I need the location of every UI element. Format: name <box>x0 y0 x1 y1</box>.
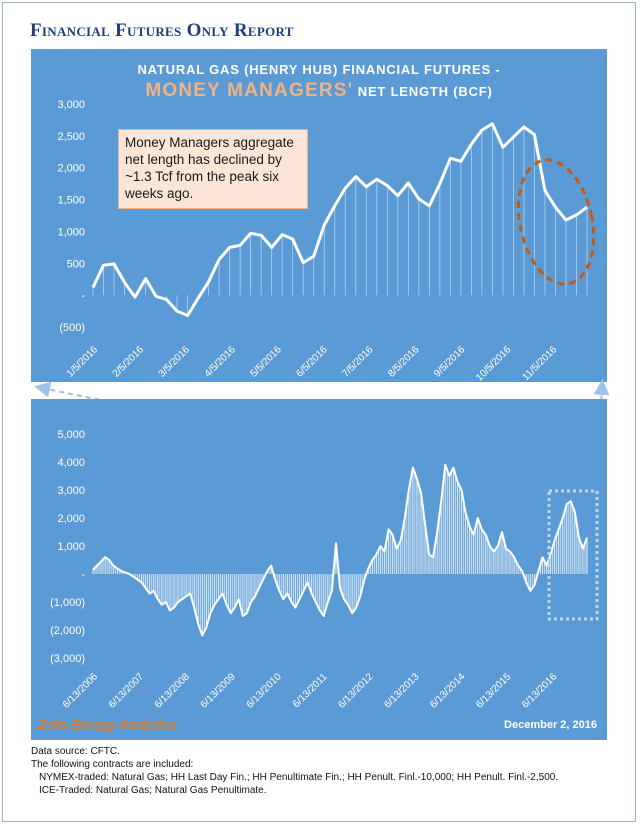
money-managers-chart-panel: NATURAL GAS (HENRY HUB) FINANCIAL FUTURE… <box>31 49 607 384</box>
chart1-y-tick: 3,000 <box>57 99 85 111</box>
notes-block: Data source: CFTC. The following contrac… <box>31 745 558 797</box>
chart2-x-tick: 6/13/2009 <box>199 671 239 711</box>
notes-source: Data source: CFTC. <box>31 746 120 757</box>
chart1-y-tick: 2,500 <box>57 131 85 143</box>
chart2-y-tick: (3,000) <box>50 653 85 665</box>
chart2-y-tick: (1,000) <box>50 597 85 609</box>
chart1-y-tick: 2,000 <box>57 163 85 175</box>
chart2-x-tick: 6/13/2010 <box>245 671 285 711</box>
chart1-y-tick: 1,000 <box>57 226 85 238</box>
chart2-x-tick: 6/13/2008 <box>153 671 193 711</box>
chart2-series-line <box>92 463 588 637</box>
chart1-svg: 3,0002,5002,0001,5001,000500-(500)1/5/20… <box>57 99 596 384</box>
report-date: December 2, 2016 <box>504 719 597 731</box>
chart2-y-tick: (2,000) <box>50 625 85 637</box>
chart2-y-tick: 5,000 <box>57 429 85 441</box>
chart1-y-tick: 1,500 <box>57 195 85 207</box>
chart2-x-tick: 6/13/2013 <box>382 671 422 711</box>
chart2-x-tick: 6/13/2007 <box>107 671 147 711</box>
chart2-svg: 5,000 4,000 3,000 2,000 1,000 - (1,000) (2,000)… <box>50 429 599 711</box>
chart2-y-tick: - <box>81 569 85 581</box>
chart1-y-tick: 500 <box>67 258 85 270</box>
zoom-box <box>547 489 599 621</box>
chart2-x-tick: 6/13/2014 <box>428 671 468 711</box>
chart2-x-tick: 6/13/2012 <box>336 671 376 711</box>
highlight-ellipse <box>516 158 596 286</box>
historical-chart-panel: 5,000 4,000 3,000 2,000 1,000 - (1,000) (2,000)… <box>31 399 607 740</box>
chart2-y-tick: 1,000 <box>57 541 85 553</box>
chart1-series-line <box>91 122 588 317</box>
chart1-annotation: Money Managers aggregate net length has … <box>118 129 308 209</box>
chart2-x-tick: 6/13/2016 <box>520 671 560 711</box>
chart2-x-tick: 6/13/2011 <box>291 671 330 710</box>
chart2-x-tick: 6/13/2006 <box>61 671 101 711</box>
chart2-x-tick: 6/13/2015 <box>474 671 514 711</box>
notes-ice: ICE-Traded: Natural Gas; Natural Gas Pen… <box>39 785 267 796</box>
chart1-y-tick: (500) <box>59 322 85 334</box>
chart1-title: NATURAL GAS (HENRY HUB) FINANCIAL FUTURE… <box>137 62 501 77</box>
chart2-y-tick: 2,000 <box>57 513 85 525</box>
chart1-subtitle-highlight: MONEY MANAGERS' <box>145 80 354 101</box>
chart1-y-tick: - <box>81 290 85 302</box>
report-title: Financial Futures Only Report <box>30 20 294 41</box>
chart2-y-tick: 3,000 <box>57 485 85 497</box>
brand-label: Zeits Energy Analytics <box>38 717 177 732</box>
chart1-subtitle: MONEY MANAGERS' NET LENGTH (BCF) <box>31 80 607 102</box>
notes-intro: The following contracts are included: <box>31 759 194 770</box>
notes-nymex: NYMEX-traded: Natural Gas; HH Last Day F… <box>39 772 559 783</box>
chart2-y-tick: 4,000 <box>57 457 85 469</box>
chart1-subtitle-rest: NET LENGTH (BCF) <box>353 84 493 99</box>
